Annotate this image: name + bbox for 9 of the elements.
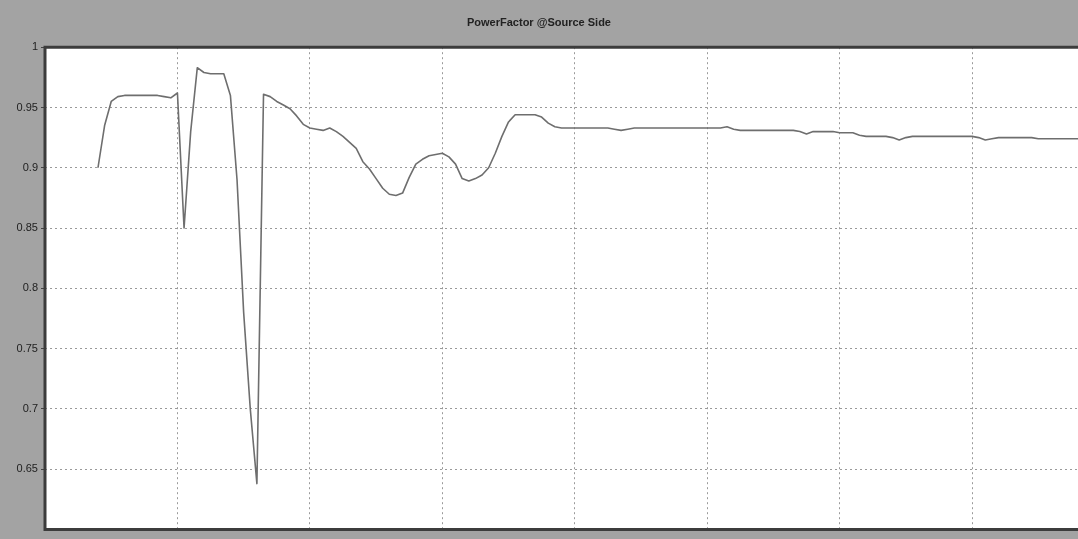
y-tick-label: 1 <box>31 40 38 53</box>
y-tick-label: 0.85 <box>16 221 38 234</box>
y-tick-label: 0.95 <box>16 100 38 113</box>
y-tick-label: 0.7 <box>22 401 38 414</box>
chart-title: PowerFactor @Source Side <box>467 15 611 28</box>
y-tick-label: 0.65 <box>16 462 38 475</box>
y-tick-label: 0.9 <box>22 160 38 173</box>
y-tick-label: 0.8 <box>22 281 38 294</box>
y-tick-label: 0.75 <box>16 341 38 354</box>
